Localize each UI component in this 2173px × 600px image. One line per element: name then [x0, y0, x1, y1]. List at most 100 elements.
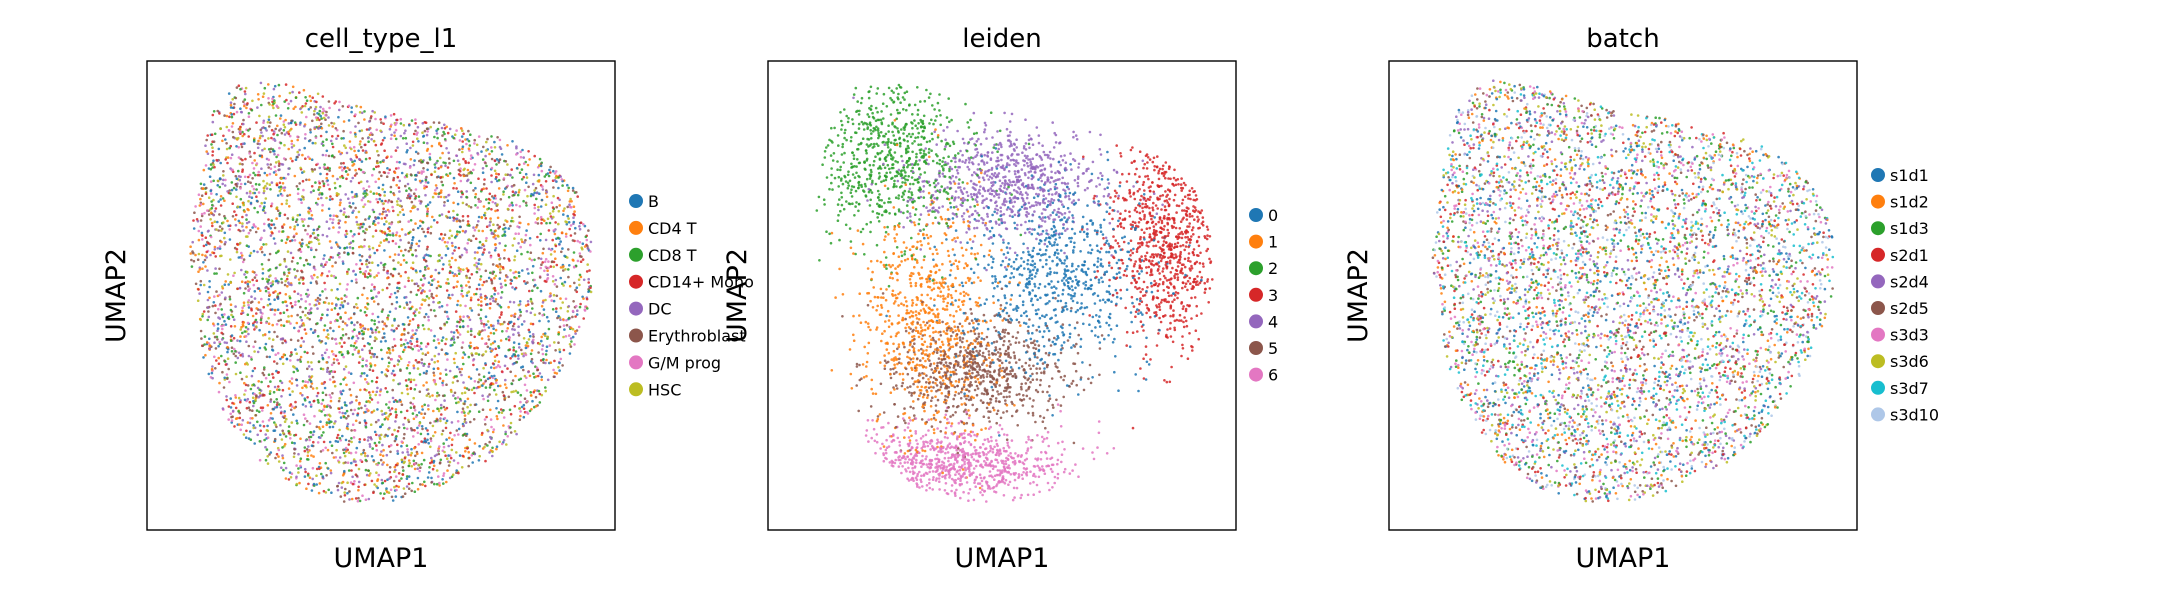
scatter-point: [329, 139, 333, 143]
scatter-point: [289, 239, 292, 243]
scatter-point: [413, 446, 416, 450]
scatter-point: [414, 178, 417, 181]
scatter-point: [249, 229, 252, 232]
scatter-point: [308, 240, 311, 244]
scatter-point: [227, 129, 231, 132]
scatter-point: [247, 354, 251, 358]
scatter-point: [314, 141, 317, 145]
scatter-point: [440, 232, 443, 236]
scatter-point: [493, 286, 497, 290]
scatter-point: [241, 260, 245, 264]
scatter-point: [337, 115, 340, 119]
scatter-point: [475, 287, 479, 291]
scatter-point: [291, 305, 294, 308]
scatter-point: [259, 308, 262, 312]
scatter-point: [315, 394, 319, 398]
scatter-point: [370, 319, 374, 322]
scatter-point: [569, 345, 573, 348]
scatter-point: [251, 270, 255, 274]
scatter-point: [260, 297, 263, 301]
scatter-point: [215, 359, 218, 362]
scatter-point: [369, 269, 372, 272]
scatter-point: [469, 329, 473, 333]
scatter-point: [364, 454, 367, 458]
scatter-point: [363, 118, 366, 121]
scatter-point: [335, 358, 339, 362]
scatter-point: [398, 161, 401, 164]
scatter-point: [399, 369, 402, 373]
scatter-point: [414, 359, 418, 362]
scatter-point: [498, 268, 502, 271]
scatter-point: [392, 209, 395, 213]
scatter-point: [394, 242, 398, 245]
scatter-point: [283, 133, 287, 136]
scatter-point: [318, 294, 322, 297]
scatter-point: [236, 242, 239, 246]
scatter-point: [242, 324, 245, 328]
scatter-point: [446, 241, 450, 244]
scatter-point: [439, 156, 442, 160]
scatter-point: [453, 341, 456, 344]
scatter-point: [540, 375, 543, 379]
scatter-point: [297, 278, 301, 281]
scatter-point: [520, 238, 523, 241]
scatter-point: [339, 175, 342, 179]
scatter-point: [521, 240, 524, 244]
scatter-point: [467, 464, 471, 468]
scatter-point: [419, 432, 423, 436]
scatter-point: [218, 293, 221, 297]
scatter-point: [513, 312, 517, 316]
scatter-point: [549, 215, 553, 218]
scatter-point: [202, 310, 206, 313]
scatter-point: [491, 446, 494, 450]
scatter-point: [273, 99, 276, 102]
scatter-point: [414, 383, 418, 387]
scatter-point: [410, 489, 414, 493]
scatter-point: [369, 396, 372, 400]
scatter-point: [508, 204, 511, 208]
scatter-point: [435, 294, 438, 298]
scatter-point: [556, 316, 559, 320]
scatter-point: [406, 450, 409, 454]
scatter-point: [449, 265, 453, 269]
scatter-point: [528, 237, 532, 240]
scatter-point: [203, 335, 207, 338]
scatter-point: [302, 323, 306, 327]
scatter-point: [451, 381, 455, 384]
scatter-point: [321, 425, 325, 429]
scatter-point: [424, 205, 428, 208]
scatter-point: [366, 328, 370, 331]
scatter-point: [507, 195, 511, 199]
scatter-point: [319, 172, 322, 176]
scatter-point: [359, 388, 362, 392]
scatter-point: [584, 305, 587, 309]
scatter-point: [200, 212, 204, 216]
scatter-point: [359, 105, 363, 109]
scatter-point: [469, 157, 473, 160]
scatter-point: [337, 481, 341, 485]
scatter-point: [218, 381, 221, 385]
scatter-point: [445, 373, 448, 376]
scatter-point: [257, 287, 261, 290]
scatter-point: [276, 388, 279, 391]
scatter-point: [365, 307, 369, 311]
scatter-point: [361, 324, 365, 328]
scatter-point: [579, 221, 583, 224]
scatter-point: [443, 416, 447, 420]
scatter-point: [433, 334, 436, 338]
scatter-point: [407, 482, 411, 486]
scatter-point: [272, 138, 275, 141]
scatter-point: [339, 162, 343, 165]
scatter-point: [369, 116, 373, 120]
scatter-point: [394, 123, 397, 127]
scatter-point: [379, 453, 382, 457]
scatter-point: [557, 341, 560, 345]
scatter-point: [493, 340, 497, 343]
scatter-point: [375, 274, 379, 277]
scatter-point: [377, 177, 381, 181]
scatter-point: [408, 319, 412, 323]
scatter-point: [344, 365, 348, 368]
scatter-point: [478, 268, 481, 271]
scatter-point: [304, 380, 307, 384]
scatter-point: [295, 367, 299, 371]
